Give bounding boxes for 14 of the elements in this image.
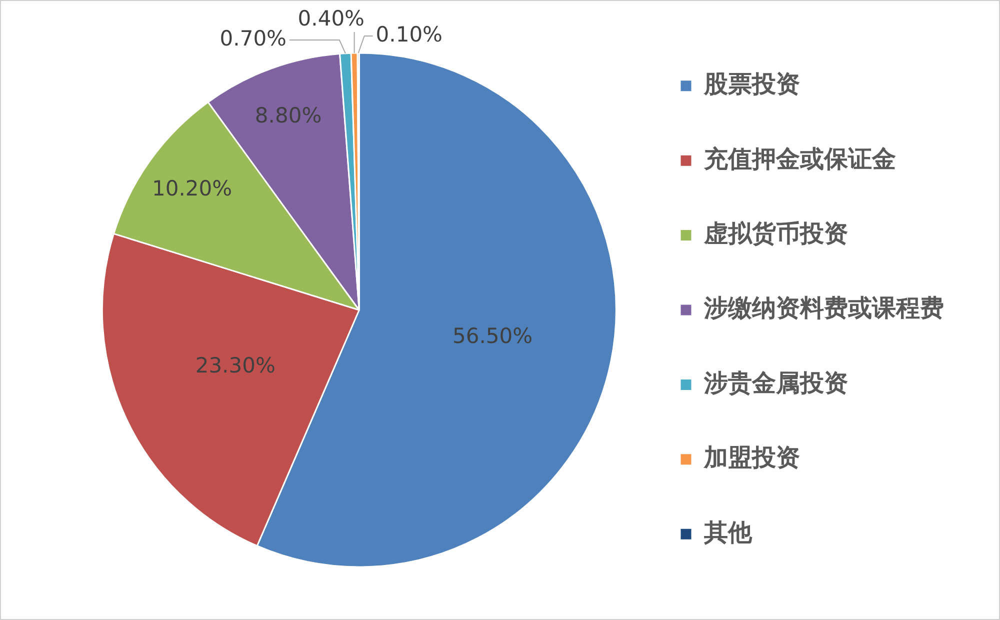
data-label: 56.50% [452,324,533,348]
legend-label: 涉缴纳资料费或课程费 [703,294,944,322]
data-label: 10.20% [152,176,232,201]
legend-label: 涉贵金属投资 [703,368,848,397]
data-label: 0.10% [376,22,443,46]
legend-label: 其他 [703,518,753,546]
legend-label: 虚拟货币投资 [703,220,848,248]
legend-label: 充值押金或保证金 [703,144,896,173]
data-label: 0.40% [298,6,365,30]
data-label: 0.70% [220,26,287,50]
legend-label: 股票投资 [703,70,800,98]
data-label: 8.80% [254,103,322,128]
data-label: 23.30% [195,353,276,378]
legend-label: 加盟投资 [703,444,800,472]
